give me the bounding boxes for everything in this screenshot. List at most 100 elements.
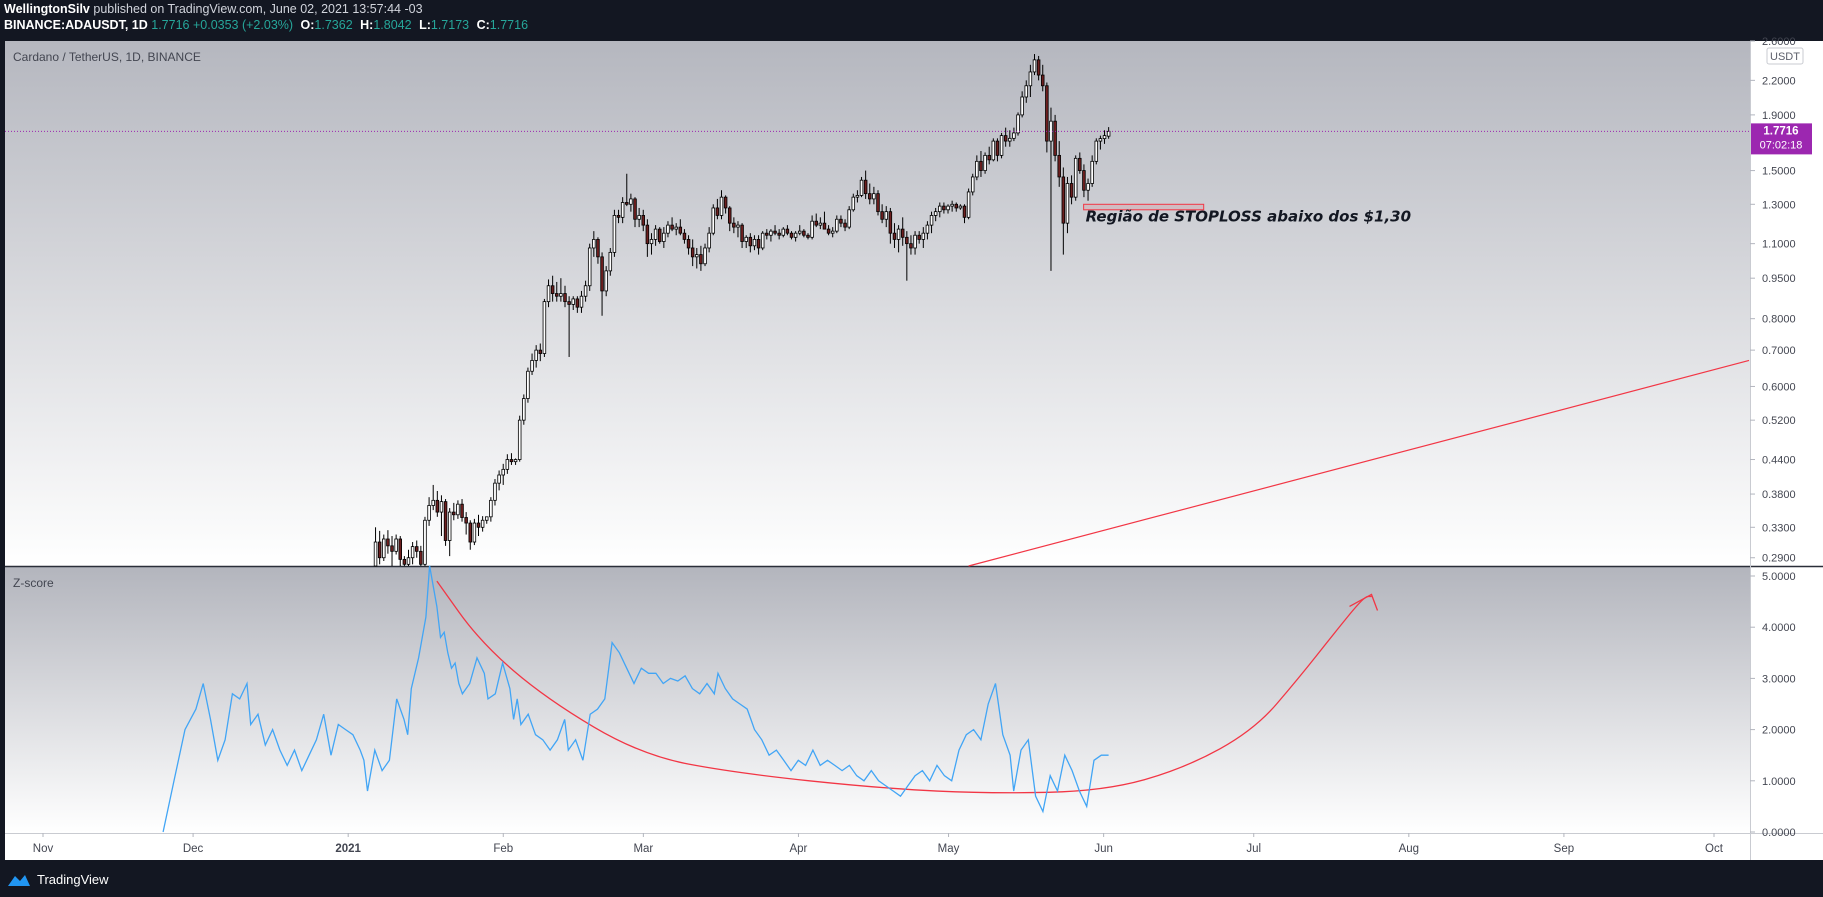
candle-body	[1003, 135, 1008, 142]
time-tick-label: Nov	[33, 843, 54, 855]
price-tick-label: 0.8000	[1762, 314, 1796, 326]
candle-body	[769, 230, 773, 236]
low-label: L:	[419, 18, 431, 32]
candle-body	[777, 232, 781, 236]
candle-body	[900, 228, 905, 238]
candle-body	[649, 239, 654, 245]
candle-body	[810, 220, 814, 238]
candle-body	[460, 503, 464, 518]
candle-body	[645, 224, 650, 245]
candle-body	[653, 228, 658, 240]
price-axis-ticks: 2.6000 2.2000 1.9000 1.5000 1.3000 1.1000 0.95…	[1750, 36, 1796, 565]
projection-arrowhead	[1349, 593, 1379, 611]
candle-body	[802, 230, 806, 236]
candle-body	[435, 499, 440, 513]
price-tick-label: 1.5000	[1762, 166, 1796, 178]
candle-body	[703, 247, 707, 265]
candle-body	[414, 546, 419, 552]
candle-body	[863, 179, 868, 195]
candle-body	[468, 522, 473, 543]
candle-body	[921, 232, 926, 240]
candle-body	[1041, 74, 1045, 87]
candle-body	[884, 211, 888, 220]
candle-body	[1053, 120, 1057, 156]
publisher-name: WellingtonSilv	[4, 2, 90, 16]
candle-body	[534, 349, 538, 361]
candle-body	[682, 232, 687, 240]
candle-body	[933, 211, 938, 216]
candle-body	[1024, 85, 1029, 98]
candle-body	[872, 193, 876, 200]
time-axis-ticks: Nov Dec 2021 Feb Mar Apr May Jun Jul Aug Sep Oct	[33, 833, 1724, 855]
time-tick-label: Aug	[1399, 843, 1419, 855]
candle-body	[587, 247, 592, 287]
tradingview-brand: TradingView	[37, 872, 109, 887]
candle-body	[707, 232, 711, 249]
tradingview-logo[interactable]: TradingView	[6, 872, 109, 887]
candle-body	[1008, 137, 1012, 142]
candle-body	[995, 140, 1000, 156]
candle-body	[563, 293, 567, 303]
candle-body	[513, 459, 518, 463]
candle-body	[509, 459, 514, 463]
candle-body	[410, 546, 415, 559]
candle-body	[670, 224, 674, 230]
price-tick-label: 1.9000	[1762, 110, 1796, 122]
time-tick-label: Jul	[1246, 843, 1261, 855]
candle-body	[472, 522, 477, 543]
zscore-annotations	[436, 580, 1379, 794]
time-tick-label: Dec	[183, 843, 204, 855]
candle-body	[596, 239, 600, 258]
price-tick-label: 0.2900	[1762, 553, 1796, 565]
last-price-value: 1.7716	[151, 18, 190, 32]
candle-body	[793, 232, 798, 238]
zscore-tick-label: 1.0000	[1762, 776, 1796, 788]
candle-body	[925, 224, 930, 234]
candle-body	[1106, 130, 1111, 137]
candle-body	[785, 228, 790, 234]
candle-body	[760, 232, 765, 249]
candle-body	[1045, 85, 1049, 142]
candle-body	[398, 538, 402, 560]
candle-body	[1082, 170, 1086, 191]
zscore-tick-label: 4.0000	[1762, 622, 1796, 634]
candle-body	[501, 468, 505, 476]
candle-body	[439, 501, 444, 513]
candle-body	[727, 207, 732, 224]
price-tick-label: 2.6000	[1762, 36, 1796, 48]
candle-body	[970, 176, 975, 193]
candle-body	[851, 196, 856, 211]
candle-body	[868, 193, 872, 200]
candle-body	[1094, 140, 1099, 162]
time-tick-label: Feb	[493, 843, 513, 855]
candle-body	[674, 226, 678, 230]
candle-body	[377, 541, 382, 559]
candle-body	[604, 270, 608, 292]
candle-body	[892, 232, 897, 240]
candle-body	[526, 370, 530, 399]
candle-body	[662, 232, 666, 242]
candle-body	[373, 541, 378, 567]
candle-body	[979, 160, 983, 171]
price-tick-label: 0.3300	[1762, 522, 1796, 534]
candle-body	[715, 207, 720, 216]
candle-body	[859, 179, 864, 196]
candle-body	[546, 285, 551, 303]
candle-body	[542, 301, 547, 354]
candle-body	[1028, 71, 1033, 87]
candle-body	[711, 207, 716, 234]
candle-body	[530, 360, 534, 372]
candle-body	[402, 558, 407, 565]
candle-body	[880, 211, 884, 220]
candle-body	[666, 224, 670, 234]
candle-body	[789, 232, 794, 238]
candle-body	[480, 519, 485, 528]
stoploss-label: Região de STOPLOSS abaixo dos $1,30	[1086, 207, 1411, 225]
candle-body	[382, 538, 386, 559]
zscore-tick-label: 0.0000	[1762, 827, 1796, 839]
low-value: 1.7173	[430, 18, 470, 32]
trend-line	[968, 359, 1750, 567]
zscore-tick-label: 2.0000	[1762, 725, 1796, 737]
candle-body	[522, 398, 526, 421]
